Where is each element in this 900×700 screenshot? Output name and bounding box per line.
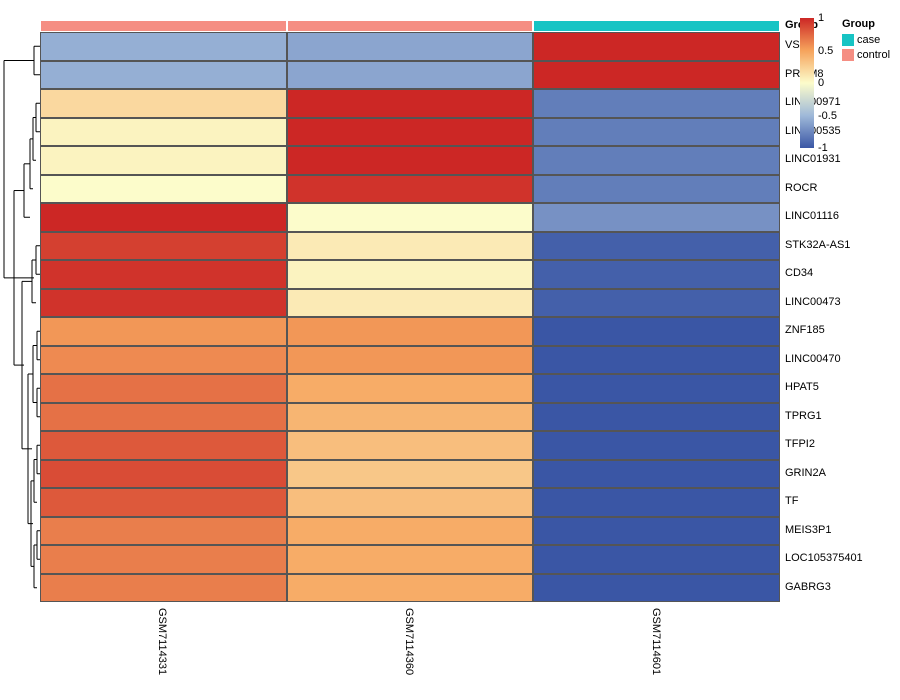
heatmap-cell: [40, 317, 287, 346]
row-label: MEIS3P1: [785, 524, 831, 536]
row-label: STK32A-AS1: [785, 239, 850, 251]
heatmap-cell: [533, 545, 780, 574]
legend-item: case: [842, 34, 880, 46]
heatmap-cell: [287, 146, 534, 175]
column-label: GSM7114360: [403, 608, 415, 675]
heatmap-cell: [287, 517, 534, 546]
row-label: TPRG1: [785, 410, 822, 422]
legend-swatch: [842, 34, 854, 46]
heatmap-cell: [533, 374, 780, 403]
column-label: GSM7114331: [156, 608, 168, 675]
heatmap-cell: [287, 374, 534, 403]
heatmap-cell: [40, 574, 287, 603]
heatmap-cell: [533, 61, 780, 90]
heatmap-cell: [40, 118, 287, 147]
row-label: LOC105375401: [785, 552, 863, 564]
heatmap-cell: [40, 232, 287, 261]
row-label: LINC00470: [785, 353, 841, 365]
heatmap-cell: [287, 89, 534, 118]
heatmap-cell: [40, 431, 287, 460]
heatmap-cell: [40, 517, 287, 546]
legend-swatch: [842, 49, 854, 61]
row-label: ZNF185: [785, 324, 825, 336]
heatmap-cell: [533, 403, 780, 432]
heatmap-cell: [40, 89, 287, 118]
heatmap-cell: [40, 488, 287, 517]
heatmap-cell: [533, 346, 780, 375]
heatmap-cell: [287, 260, 534, 289]
row-label: GRIN2A: [785, 467, 826, 479]
heatmap-cell: [287, 346, 534, 375]
heatmap-cell: [287, 431, 534, 460]
legend-item: control: [842, 49, 890, 61]
heatmap-cell: [533, 488, 780, 517]
row-dendrogram: [0, 32, 40, 622]
heatmap-cell: [287, 488, 534, 517]
heatmap-cell: [40, 260, 287, 289]
colorscale-tick: 0.5: [818, 45, 833, 57]
heatmap-cell: [287, 403, 534, 432]
heatmap-cell: [40, 61, 287, 90]
colorscale-tick: -1: [818, 142, 828, 154]
heatmap-cell: [533, 317, 780, 346]
row-label: TFPI2: [785, 438, 815, 450]
legend-title: Group: [842, 18, 875, 30]
heatmap-cell: [40, 460, 287, 489]
heatmap-cell: [40, 32, 287, 61]
heatmap-cell: [533, 146, 780, 175]
row-label: GABRG3: [785, 581, 831, 593]
heatmap-cell: [287, 289, 534, 318]
colorscale-tick: 1: [818, 12, 824, 24]
row-label: LINC00473: [785, 296, 841, 308]
heatmap-cell: [533, 232, 780, 261]
heatmap-cell: [533, 118, 780, 147]
heatmap-cell: [533, 89, 780, 118]
heatmap-cell: [533, 289, 780, 318]
heatmap-cell: [533, 203, 780, 232]
heatmap-cell: [40, 545, 287, 574]
heatmap-cell: [40, 289, 287, 318]
column-label: GSM7114601: [650, 608, 662, 675]
heatmap-cell: [533, 260, 780, 289]
heatmap-cell: [40, 374, 287, 403]
heatmap-cell: [40, 175, 287, 204]
heatmap-cell: [287, 545, 534, 574]
heatmap-cell: [287, 317, 534, 346]
heatmap-cell: [533, 175, 780, 204]
row-label: TF: [785, 495, 798, 507]
row-label: LINC01116: [785, 210, 839, 222]
heatmap-cell: [287, 61, 534, 90]
heatmap-cell: [533, 32, 780, 61]
row-label: HPAT5: [785, 381, 819, 393]
row-label: ROCR: [785, 182, 817, 194]
colorscale-tick: 0: [818, 77, 824, 89]
heatmap-cell: [40, 203, 287, 232]
heatmap-cell: [533, 460, 780, 489]
heatmap-cell: [40, 403, 287, 432]
heatmap-cell: [533, 431, 780, 460]
heatmap-cell: [40, 146, 287, 175]
heatmap-cell: [533, 517, 780, 546]
heatmap-cell: [287, 232, 534, 261]
row-label: CD34: [785, 267, 813, 279]
heatmap-cell: [287, 32, 534, 61]
heatmap-cell: [287, 574, 534, 603]
heatmap-cell: [287, 460, 534, 489]
heatmap-cell: [287, 175, 534, 204]
heatmap-cell: [287, 203, 534, 232]
legend-label: control: [857, 49, 890, 61]
row-label: LINC01931: [785, 153, 841, 165]
heatmap-cell: [40, 346, 287, 375]
colorscale-tick: -0.5: [818, 110, 837, 122]
group-annotation-cell: [40, 20, 287, 32]
group-annotation-cell: [533, 20, 780, 32]
heatmap-cell: [533, 574, 780, 603]
colorscale-bar: [800, 18, 814, 148]
group-annotation-cell: [287, 20, 534, 32]
legend-label: case: [857, 34, 880, 46]
heatmap-cell: [287, 118, 534, 147]
